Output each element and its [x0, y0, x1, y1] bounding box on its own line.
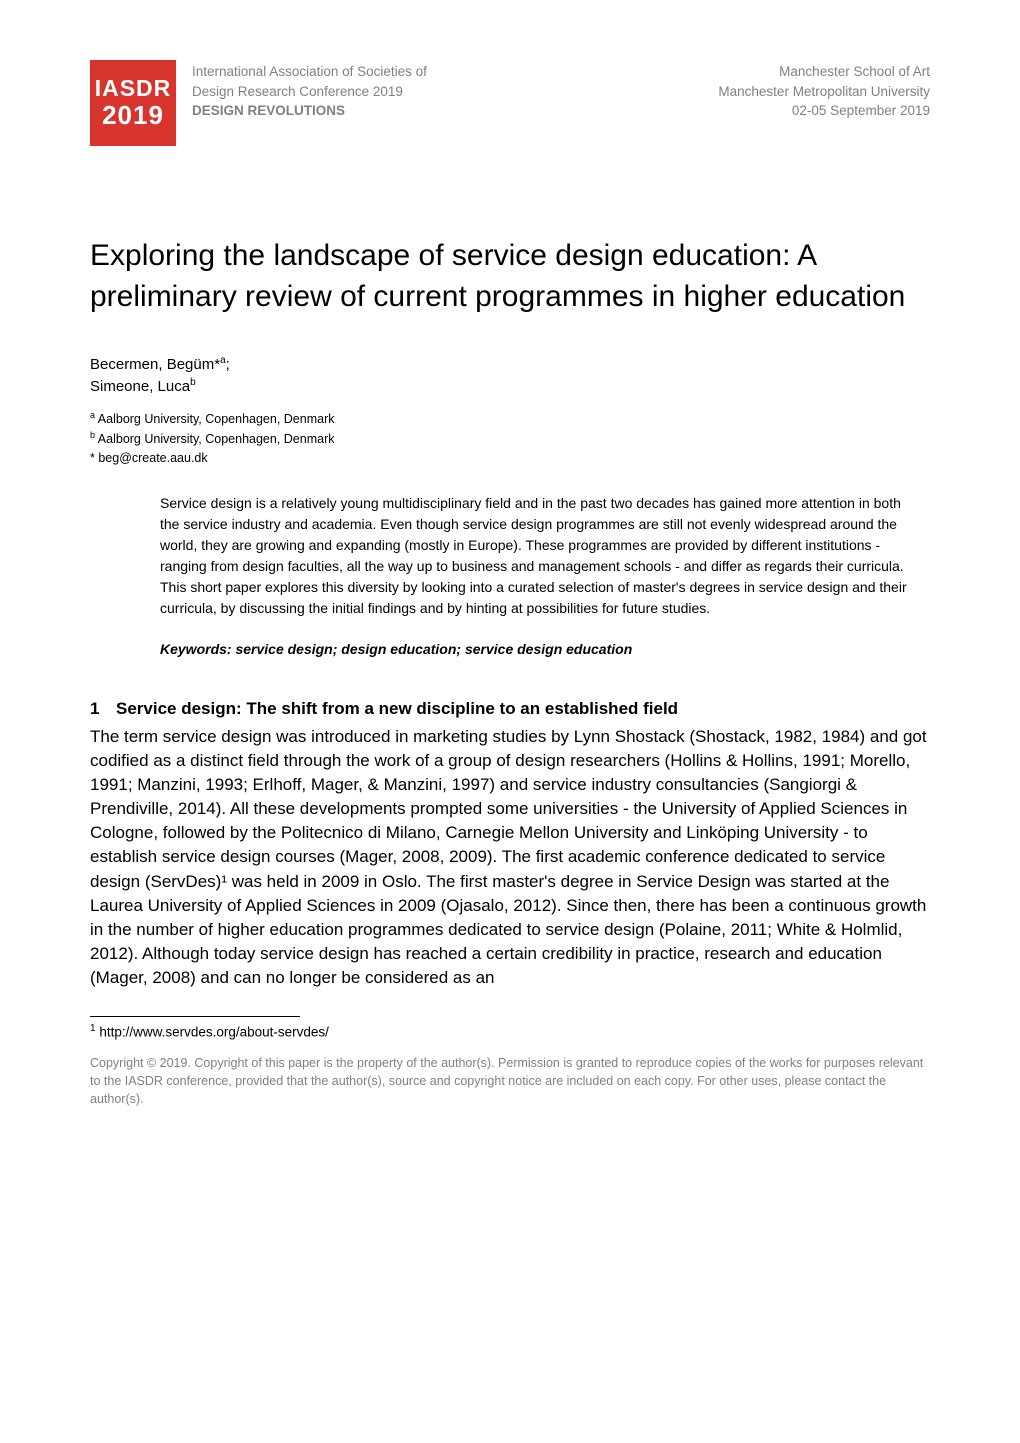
author-1: Becermen, Begüm*a;	[90, 355, 930, 373]
author-2-name: Simeone, Luca	[90, 378, 190, 395]
venue-info: Manchester School of Art Manchester Metr…	[718, 60, 930, 121]
header-left: IASDR 2019 International Association of …	[90, 60, 427, 146]
author-2: Simeone, Lucab	[90, 377, 930, 395]
section-1-body: The term service design was introduced i…	[90, 725, 930, 990]
section-1-number: 1	[90, 699, 116, 719]
author-1-sep: ;	[226, 356, 230, 373]
conference-info: International Association of Societies o…	[192, 60, 427, 121]
conf-line1: International Association of Societies o…	[192, 62, 427, 82]
venue-line2: Manchester Metropolitan University	[718, 82, 930, 102]
copyright-notice: Copyright © 2019. Copyright of this pape…	[90, 1054, 930, 1108]
affiliation-a: a Aalborg University, Copenhagen, Denmar…	[90, 409, 930, 429]
footnote-1-text: http://www.servdes.org/about-servdes/	[96, 1025, 329, 1040]
abstract-text: Service design is a relatively young mul…	[160, 493, 910, 619]
section-1-title: Service design: The shift from a new dis…	[116, 699, 678, 718]
logo-text-line1: IASDR	[95, 76, 172, 101]
venue-dates: 02-05 September 2019	[718, 101, 930, 121]
affil-b-text: Aalborg University, Copenhagen, Denmark	[95, 432, 334, 446]
iasdr-logo-badge: IASDR 2019	[90, 60, 176, 146]
paper-title: Exploring the landscape of service desig…	[90, 236, 930, 317]
logo-text-line2: 2019	[102, 101, 164, 130]
keywords-line: Keywords: service design; design educati…	[160, 641, 930, 657]
section-1-heading: 1Service design: The shift from a new di…	[90, 699, 930, 719]
page-header: IASDR 2019 International Association of …	[90, 60, 930, 146]
conf-line2: Design Research Conference 2019	[192, 82, 427, 102]
affiliation-b: b Aalborg University, Copenhagen, Denmar…	[90, 429, 930, 449]
author-1-name: Becermen, Begüm*	[90, 356, 220, 373]
corresponding-email: * beg@create.aau.dk	[90, 451, 930, 465]
footnote-1: 1 http://www.servdes.org/about-servdes/	[90, 1023, 930, 1040]
venue-line1: Manchester School of Art	[718, 62, 930, 82]
affil-a-text: Aalborg University, Copenhagen, Denmark	[95, 412, 334, 426]
footnote-separator	[90, 1016, 300, 1017]
conf-theme: DESIGN REVOLUTIONS	[192, 101, 427, 121]
author-2-affil-marker: b	[190, 377, 196, 388]
